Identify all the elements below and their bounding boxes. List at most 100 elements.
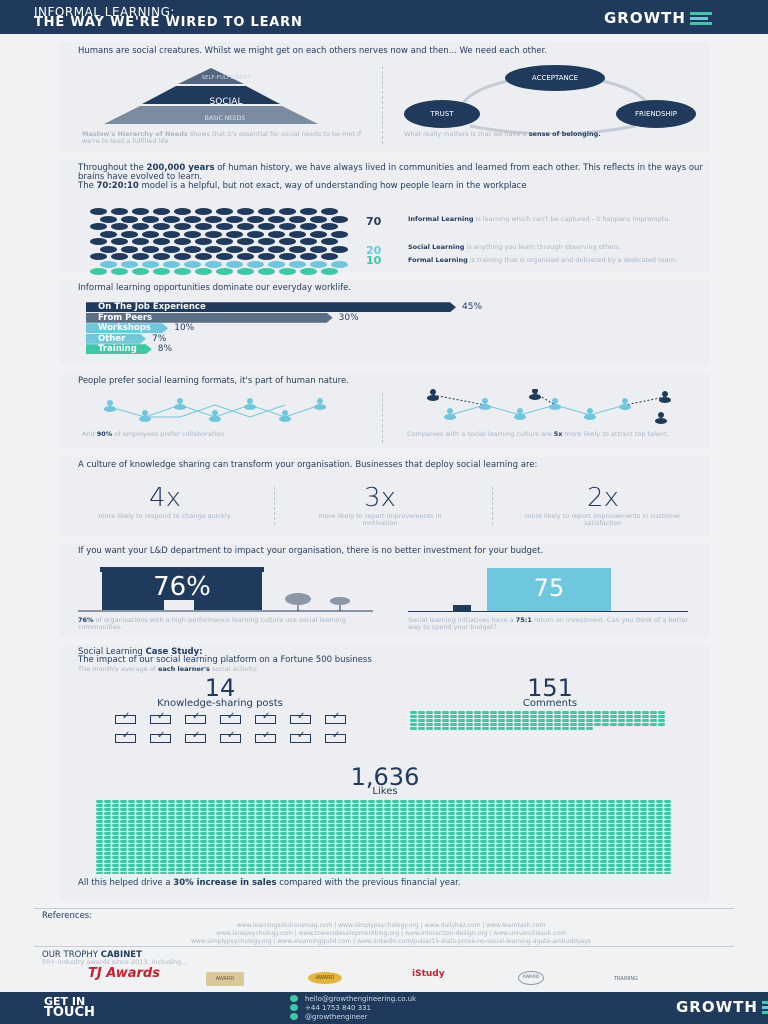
activity-pill <box>312 864 319 867</box>
person-dot <box>247 230 264 238</box>
activity-pill <box>472 848 479 851</box>
person-dot <box>163 260 180 268</box>
activity-pill <box>472 872 479 874</box>
post-checkbox-icon <box>325 711 346 724</box>
activity-pill <box>642 719 649 722</box>
activity-pill <box>320 808 327 811</box>
activity-pill <box>440 864 447 867</box>
activity-pill <box>514 711 521 714</box>
activity-pill <box>240 828 247 831</box>
activity-pill <box>576 852 583 855</box>
activity-pill <box>504 816 511 819</box>
activity-pill <box>472 860 479 863</box>
activity-pill <box>296 872 303 874</box>
activity-pill <box>296 860 303 863</box>
activity-pill <box>576 848 583 851</box>
activity-pill <box>120 864 127 867</box>
activity-pill <box>360 812 367 815</box>
activity-pill <box>656 800 663 803</box>
activity-pill <box>224 872 231 874</box>
footer-phone[interactable]: +44 1753 840 331 <box>305 1004 371 1012</box>
activity-pill <box>576 828 583 831</box>
activity-pill <box>208 868 215 871</box>
activity-pill <box>576 808 583 811</box>
activity-pill <box>392 872 399 874</box>
activity-pill <box>584 868 591 871</box>
activity-pill <box>336 852 343 855</box>
reference-line-3[interactable]: www.simplypsychology.org | www.elearning… <box>191 938 591 945</box>
activity-pill <box>312 808 319 811</box>
activity-pill <box>256 868 263 871</box>
person-dot <box>174 223 191 230</box>
activity-pill <box>490 727 497 730</box>
activity-pill <box>440 856 447 859</box>
activity-pill <box>200 832 207 835</box>
activity-pill <box>562 719 569 722</box>
activity-pill <box>328 840 335 843</box>
reference-line-2[interactable]: www.lanepsychology.com | www.towersdevel… <box>216 930 566 937</box>
activity-pill <box>208 852 215 855</box>
activity-pill <box>504 840 511 843</box>
footer-twitter[interactable]: @growthengineer <box>305 1013 368 1021</box>
section-social-formats: People prefer social learning formats, i… <box>60 373 710 449</box>
activity-pill <box>536 840 543 843</box>
activity-pill <box>544 828 551 831</box>
post-checkbox-icon <box>150 730 171 743</box>
activity-pill <box>600 844 607 847</box>
activity-pill <box>480 832 487 835</box>
footer-email[interactable]: hello@growthengineering.co.uk <box>305 995 417 1003</box>
stat-motivation-value: 3x <box>364 483 396 513</box>
activity-pill <box>344 800 351 803</box>
activity-pill <box>392 836 399 839</box>
person-dot <box>205 245 222 253</box>
activity-pill <box>200 848 207 851</box>
activity-pill <box>600 816 607 819</box>
activity-pill <box>128 820 135 823</box>
activity-pill <box>448 860 455 863</box>
activity-pill <box>200 824 207 827</box>
activity-pill <box>482 723 489 726</box>
growth-logo[interactable]: GROWTH <box>604 9 712 27</box>
activity-pill <box>376 872 383 874</box>
stat-respond: 4x more likely to respond to change quic… <box>85 483 245 520</box>
activity-pill <box>552 844 559 847</box>
activity-pill <box>410 723 417 726</box>
activity-pill <box>352 852 359 855</box>
activity-pill <box>264 856 271 859</box>
activity-pill <box>528 836 535 839</box>
activity-pill <box>392 816 399 819</box>
s4-left-note: And 90% of employees prefer collaboratio… <box>82 430 227 438</box>
activity-pill <box>418 719 425 722</box>
activity-pill <box>616 800 623 803</box>
activity-pill <box>368 848 375 851</box>
activity-pill <box>176 872 183 874</box>
activity-pill <box>416 872 423 874</box>
talent-network-icon <box>427 389 671 424</box>
activity-pill <box>514 719 521 722</box>
activity-pill <box>656 828 663 831</box>
activity-pill <box>578 715 585 718</box>
activity-pill <box>376 840 383 843</box>
activity-pill <box>472 816 479 819</box>
s5-title: A culture of knowledge sharing can trans… <box>78 460 538 470</box>
belonging-circles <box>404 65 696 134</box>
activity-pill <box>424 828 431 831</box>
activity-pill <box>144 836 151 839</box>
activity-pill <box>456 864 463 867</box>
activity-pill <box>352 868 359 871</box>
activity-pill <box>320 852 327 855</box>
activity-pill <box>224 860 231 863</box>
footer-growth-logo[interactable]: GROWTH <box>676 998 768 1016</box>
activity-pill <box>584 812 591 815</box>
activity-pill <box>424 804 431 807</box>
activity-pill <box>482 715 489 718</box>
activity-pill <box>562 727 569 730</box>
activity-pill <box>522 715 529 718</box>
activity-pill <box>200 816 207 819</box>
person-dot <box>174 238 191 245</box>
activity-pill <box>624 836 631 839</box>
activity-pill <box>448 832 455 835</box>
activity-pill <box>648 800 655 803</box>
activity-pill <box>160 800 167 803</box>
reference-line-1[interactable]: www.learningsolutionsmag.com | www.simpl… <box>236 922 546 929</box>
